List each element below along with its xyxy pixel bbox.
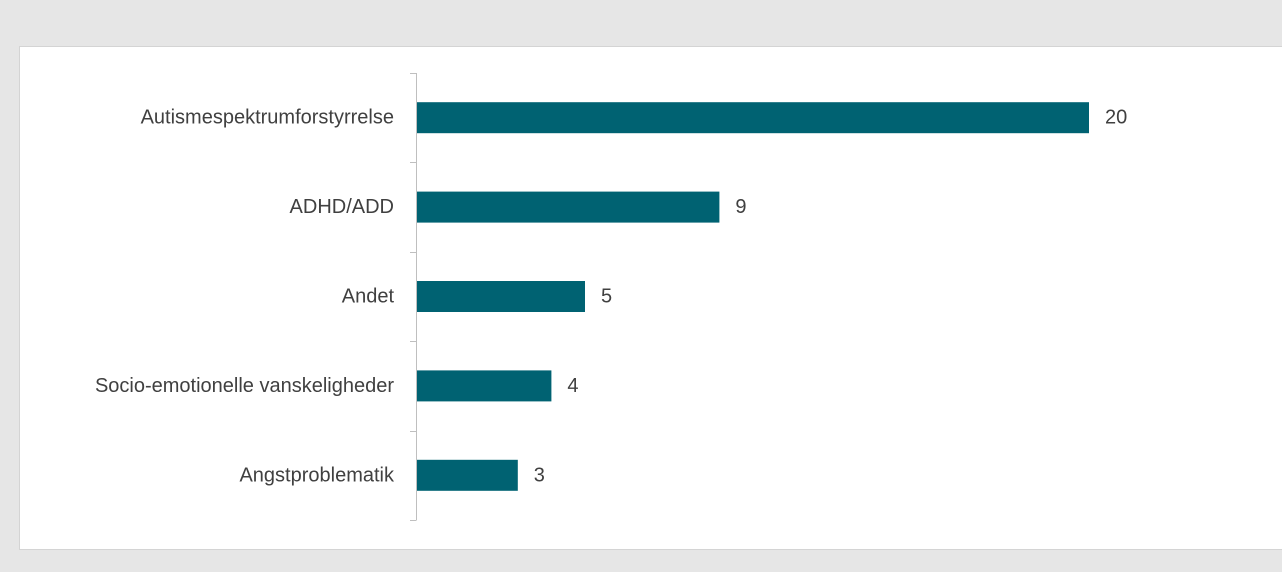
- data-label: 4: [567, 375, 578, 397]
- data-label: 3: [534, 464, 545, 486]
- data-label: 9: [735, 196, 746, 218]
- bar: [417, 370, 552, 402]
- bar: [417, 281, 585, 312]
- bar: [417, 191, 720, 223]
- category-label: Andet: [342, 286, 395, 308]
- category-label: Autismespektrumforstyrrelse: [141, 107, 394, 129]
- category-label: Angstproblematik: [239, 464, 395, 486]
- data-label: 20: [1105, 107, 1127, 129]
- bar: [417, 459, 518, 491]
- category-label: ADHD/ADD: [290, 196, 394, 218]
- data-label: 5: [601, 286, 612, 308]
- bar: [417, 102, 1089, 134]
- category-label: Socio-emotionelle vanskeligheder: [95, 375, 394, 397]
